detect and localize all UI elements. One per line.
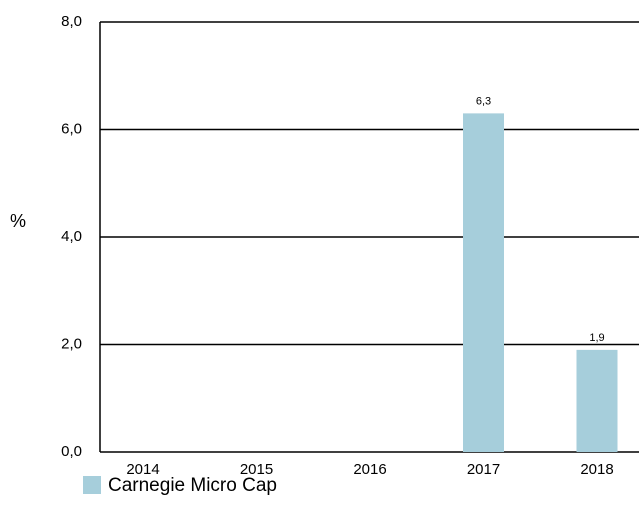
- x-tick-label: 2016: [353, 461, 386, 478]
- bar: [576, 349, 618, 452]
- x-tick-label: 2017: [467, 461, 500, 478]
- value-label: 1,9: [589, 332, 604, 344]
- x-tick-label: 2015: [240, 461, 273, 478]
- legend-swatch: [83, 476, 101, 494]
- y-tick-label: 8,0: [61, 13, 82, 30]
- y-tick-label: 2,0: [61, 335, 82, 352]
- y-tick-label: 6,0: [61, 120, 82, 137]
- x-tick-label: 2014: [126, 461, 159, 478]
- legend-label: Carnegie Micro Cap: [108, 475, 277, 496]
- value-label: 6,3: [476, 95, 491, 107]
- bar: [463, 113, 504, 452]
- y-axis-label: %: [10, 211, 26, 231]
- x-tick-label: 2018: [580, 461, 613, 478]
- y-tick-label: 4,0: [61, 228, 82, 245]
- y-tick-label: 0,0: [61, 443, 82, 460]
